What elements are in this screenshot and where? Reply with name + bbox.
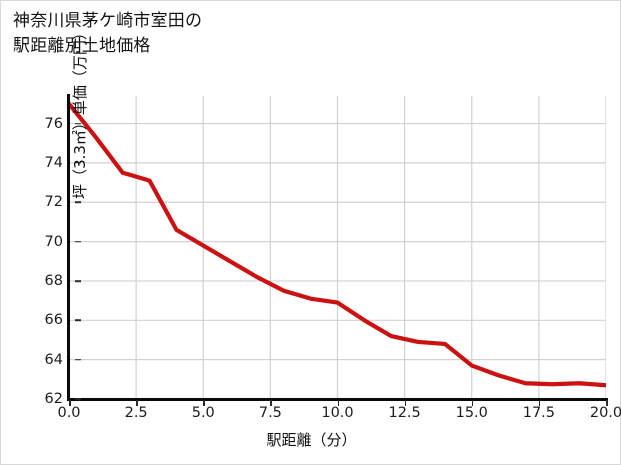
x-tick-mark bbox=[471, 400, 474, 406]
y-tick-mark bbox=[75, 162, 81, 164]
data-series-line bbox=[69, 101, 606, 388]
x-tick-label: 12.5 bbox=[388, 405, 421, 421]
y-tick-mark bbox=[75, 201, 81, 204]
y-tick-label: 72 bbox=[44, 194, 63, 211]
x-tick-label: 15.0 bbox=[455, 405, 488, 421]
y-axis-spine bbox=[67, 94, 70, 401]
x-tick-label: 0.0 bbox=[57, 405, 81, 421]
y-tick-mark bbox=[75, 398, 81, 400]
x-tick-label: 2.5 bbox=[124, 405, 148, 421]
y-axis-label-wrapper: 坪（3.3㎡）単価（万円） bbox=[68, 0, 90, 267]
x-axis-spine bbox=[67, 398, 608, 401]
x-tick-label: 5.0 bbox=[191, 405, 215, 421]
y-tick-label: 70 bbox=[44, 233, 63, 250]
y-tick-label: 68 bbox=[44, 272, 63, 289]
y-tick-mark bbox=[75, 280, 81, 282]
x-tick-mark bbox=[404, 400, 407, 406]
x-tick-mark bbox=[136, 400, 138, 406]
x-tick-label: 17.5 bbox=[522, 405, 556, 421]
y-tick-label: 74 bbox=[44, 154, 63, 171]
x-tick-mark bbox=[69, 400, 71, 406]
x-tick-label: 20.0 bbox=[589, 405, 621, 421]
y-tick-mark bbox=[75, 122, 81, 125]
x-tick-mark bbox=[203, 400, 205, 406]
y-axis-tick-labels: 62 64 66 68 70 72 74 76 bbox=[15, 1, 81, 466]
x-tick-label: 7.5 bbox=[258, 405, 282, 421]
y-tick-label: 64 bbox=[44, 351, 63, 368]
x-tick-mark bbox=[606, 400, 608, 406]
grid-lines bbox=[69, 96, 606, 399]
y-tick-label: 66 bbox=[44, 312, 63, 329]
x-tick-mark bbox=[538, 400, 541, 406]
y-tick-mark bbox=[75, 240, 81, 243]
y-tick-label: 76 bbox=[44, 115, 63, 132]
x-tick-mark bbox=[337, 400, 340, 406]
y-axis-label: 坪（3.3㎡）単価（万円） bbox=[70, 25, 89, 199]
y-tick-mark bbox=[75, 319, 81, 322]
y-tick-label: 62 bbox=[44, 391, 63, 407]
y-tick-mark bbox=[75, 358, 81, 361]
chart-title: 神奈川県茅ケ崎市室田の 駅距離別土地価格 bbox=[13, 11, 203, 56]
x-axis-label: 駅距離（分） bbox=[266, 431, 357, 449]
x-tick-label: 10.0 bbox=[321, 405, 354, 421]
plot-area bbox=[69, 96, 606, 399]
x-tick-mark bbox=[270, 400, 272, 406]
